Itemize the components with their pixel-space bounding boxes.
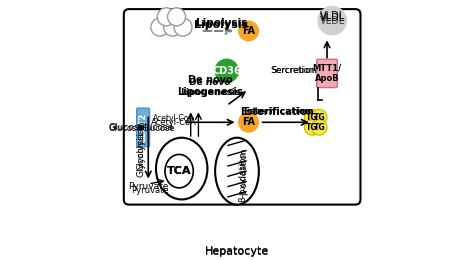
Text: TG: TG <box>313 123 325 132</box>
Text: VLDL: VLDL <box>319 13 345 23</box>
Text: Glucose: Glucose <box>138 123 174 132</box>
Text: Acetyl-CoA: Acetyl-CoA <box>151 118 197 127</box>
FancyBboxPatch shape <box>124 9 360 205</box>
Text: GLUT2: GLUT2 <box>138 112 147 143</box>
Ellipse shape <box>165 154 193 188</box>
Ellipse shape <box>156 138 208 199</box>
Text: Glucose: Glucose <box>109 123 145 132</box>
Text: CD36: CD36 <box>212 66 241 76</box>
Text: TCA: TCA <box>167 166 191 176</box>
Text: Lipolysis: Lipolysis <box>194 20 249 30</box>
Text: FA: FA <box>242 26 255 36</box>
Text: De novo
Lipogenesis: De novo Lipogenesis <box>180 78 240 97</box>
Text: β-oxidation: β-oxidation <box>239 147 248 195</box>
Text: TG: TG <box>306 123 318 132</box>
FancyBboxPatch shape <box>317 59 337 88</box>
Text: β-oxidation: β-oxidation <box>237 151 246 202</box>
Text: VLDL: VLDL <box>319 11 345 21</box>
Circle shape <box>164 18 182 36</box>
Text: TCA: TCA <box>167 166 191 176</box>
Text: Esterification: Esterification <box>240 107 314 117</box>
Circle shape <box>151 18 169 36</box>
Text: Pyruvate: Pyruvate <box>131 186 168 195</box>
Text: Lipolysis: Lipolysis <box>196 18 247 28</box>
Circle shape <box>239 113 258 132</box>
Circle shape <box>174 18 192 36</box>
Circle shape <box>157 8 175 26</box>
Text: Glucose: Glucose <box>142 124 175 133</box>
Circle shape <box>311 109 327 125</box>
Circle shape <box>311 120 327 135</box>
Text: Acetyl-CoA: Acetyl-CoA <box>153 114 195 123</box>
Text: Sercretion: Sercretion <box>270 66 317 75</box>
Text: TG: TG <box>313 113 325 122</box>
Circle shape <box>215 59 238 82</box>
Text: TG: TG <box>306 113 318 122</box>
Circle shape <box>318 6 346 35</box>
Text: VLDL: VLDL <box>319 16 345 26</box>
Circle shape <box>239 21 258 41</box>
Text: Hepatocyte: Hepatocyte <box>205 246 269 256</box>
Text: De novo
Lipogenesis: De novo Lipogenesis <box>177 75 243 97</box>
Text: Glycolysis: Glycolysis <box>136 132 145 177</box>
Text: Esterification: Esterification <box>243 107 311 116</box>
Text: Sercretion: Sercretion <box>272 66 315 75</box>
Ellipse shape <box>215 138 259 205</box>
Text: Pyruvate: Pyruvate <box>128 182 168 191</box>
Text: Glucose: Glucose <box>108 124 142 133</box>
Circle shape <box>304 120 320 135</box>
FancyBboxPatch shape <box>137 108 149 147</box>
Text: FA: FA <box>242 117 255 127</box>
Circle shape <box>167 8 185 26</box>
Text: Hepatocyte: Hepatocyte <box>205 247 269 257</box>
Text: Glycolysis: Glycolysis <box>137 128 146 170</box>
Circle shape <box>304 109 320 125</box>
Text: MTT1/
ApoB: MTT1/ ApoB <box>312 64 342 83</box>
